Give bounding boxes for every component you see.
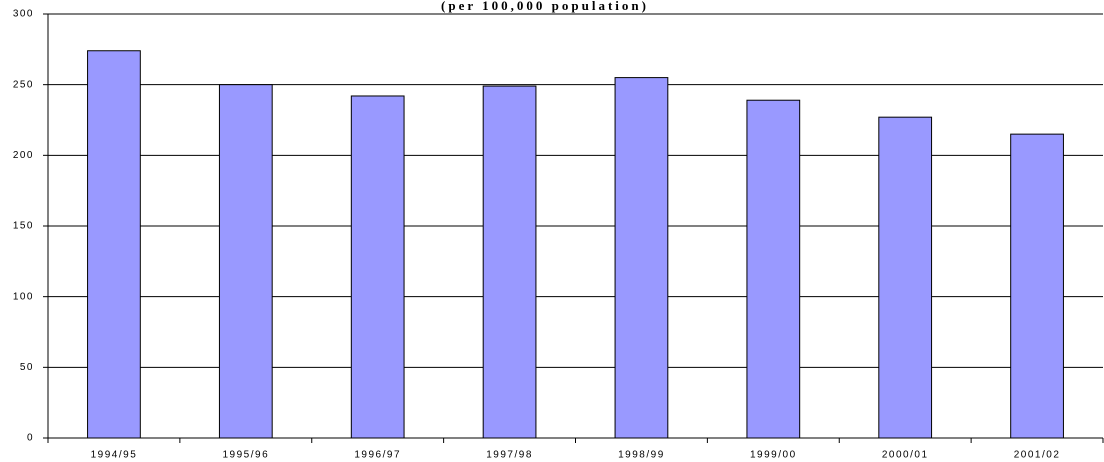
y-tick-label: 300 bbox=[13, 9, 34, 20]
x-tick-label: 1994/95 bbox=[91, 450, 138, 461]
x-tick-label: 1997/98 bbox=[486, 450, 533, 461]
y-tick-label: 0 bbox=[27, 433, 34, 444]
bar bbox=[218, 84, 273, 439]
y-tick-label: 150 bbox=[13, 221, 34, 232]
x-tick-label: 1998/99 bbox=[618, 450, 665, 461]
bar bbox=[614, 77, 669, 439]
y-tick-label: 200 bbox=[13, 150, 34, 161]
x-tick-label: 2000/01 bbox=[882, 450, 929, 461]
bar bbox=[1010, 133, 1064, 439]
x-tick-label: 1996/97 bbox=[354, 450, 401, 461]
y-tick-label: 250 bbox=[13, 79, 34, 90]
bar bbox=[878, 116, 933, 439]
x-tick-label: 2001/02 bbox=[1014, 450, 1061, 461]
x-tick-label: 1995/96 bbox=[222, 450, 269, 461]
y-tick-label: 100 bbox=[13, 291, 34, 302]
bar bbox=[350, 95, 405, 439]
bar bbox=[482, 85, 537, 439]
x-tick-label: 1999/00 bbox=[750, 450, 797, 461]
bar bbox=[746, 99, 801, 439]
chart-title: (per 100,000 population) bbox=[441, 0, 649, 13]
y-tick-label: 50 bbox=[20, 362, 34, 373]
bar bbox=[87, 50, 141, 439]
